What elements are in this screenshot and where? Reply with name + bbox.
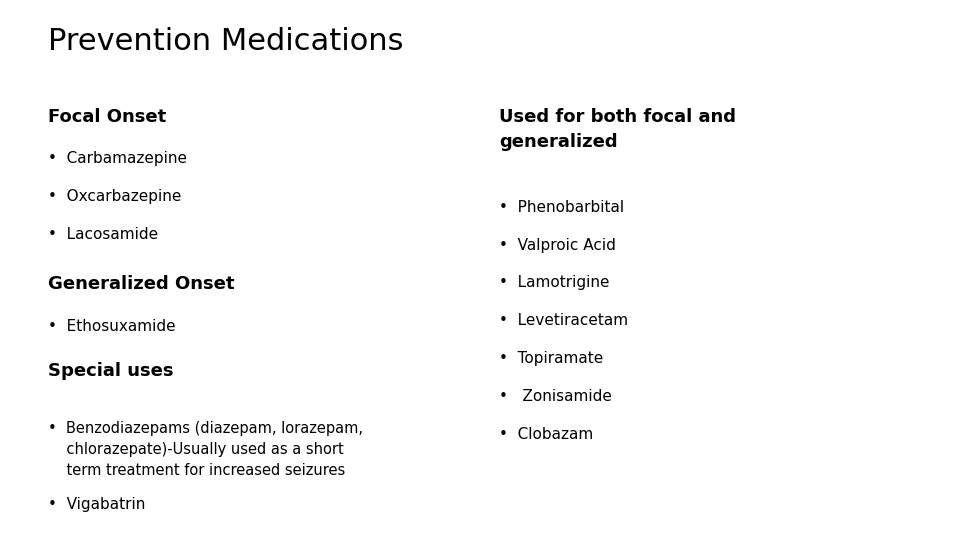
Text: •  Phenobarbital: • Phenobarbital bbox=[499, 200, 624, 215]
Text: •  Benzodiazepams (diazepam, lorazepam,
    chlorazepate)-Usually used as a shor: • Benzodiazepams (diazepam, lorazepam, c… bbox=[48, 421, 363, 478]
Text: •  Vigabatrin: • Vigabatrin bbox=[48, 497, 145, 512]
Text: •   Zonisamide: • Zonisamide bbox=[499, 389, 612, 404]
Text: •  Oxcarbazepine: • Oxcarbazepine bbox=[48, 189, 181, 204]
Text: •  Lacosamide: • Lacosamide bbox=[48, 227, 158, 242]
Text: •  Topiramate: • Topiramate bbox=[499, 351, 604, 366]
Text: •  Carbamazepine: • Carbamazepine bbox=[48, 151, 187, 166]
Text: •  Valproic Acid: • Valproic Acid bbox=[499, 238, 616, 253]
Text: Focal Onset: Focal Onset bbox=[48, 108, 166, 126]
Text: Generalized Onset: Generalized Onset bbox=[48, 275, 234, 293]
Text: Prevention Medications: Prevention Medications bbox=[48, 27, 403, 56]
Text: Special uses: Special uses bbox=[48, 362, 174, 380]
Text: •  Levetiracetam: • Levetiracetam bbox=[499, 313, 629, 328]
Text: Used for both focal and
generalized: Used for both focal and generalized bbox=[499, 108, 736, 151]
Text: •  Ethosuxamide: • Ethosuxamide bbox=[48, 319, 176, 334]
Text: •  Lamotrigine: • Lamotrigine bbox=[499, 275, 610, 291]
Text: •  Clobazam: • Clobazam bbox=[499, 427, 593, 442]
